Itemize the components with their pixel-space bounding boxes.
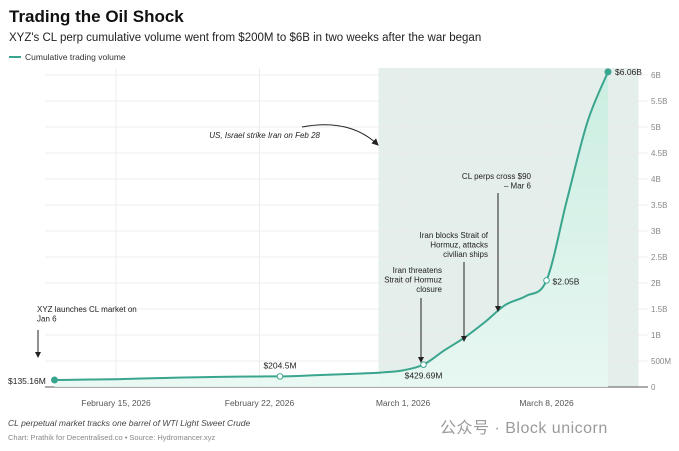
x-tick-label: March 8, 2026: [519, 398, 574, 408]
data-label-marker: [51, 376, 58, 384]
y-tick-label: 4.5B: [651, 149, 667, 158]
series-line: [54, 71, 609, 381]
y-tick-label: 3.5B: [651, 201, 667, 210]
annotation-text: CL perps cross $90: [462, 172, 532, 181]
annotation-text: Iran threatens: [393, 266, 442, 275]
legend: Cumulative trading volume: [9, 52, 126, 62]
legend-label: Cumulative trading volume: [25, 52, 126, 62]
annotation-arrowhead: [495, 306, 501, 312]
y-tick-label: 5.5B: [651, 97, 667, 106]
source-credit: Chart: Prathik for Decentralised.co • So…: [8, 433, 216, 442]
y-tick-label: 0: [651, 383, 656, 392]
annotation-text: closure: [416, 285, 442, 294]
data-label: $204.5M: [263, 360, 296, 370]
data-label: $2.05B: [553, 276, 580, 286]
y-tick-label: 2.5B: [651, 253, 667, 262]
series-area: [54, 71, 608, 387]
annotation-arrowhead: [35, 352, 41, 358]
data-label: $135.16M: [8, 376, 46, 386]
data-label-marker: [604, 68, 612, 76]
x-tick-label: February 22, 2026: [225, 398, 295, 408]
annotation-arrowhead: [461, 336, 467, 342]
annotation-text: Strait of Hormuz: [384, 276, 442, 285]
annotation-curved-arrow: [301, 124, 379, 146]
annotation-text: Jan 6: [37, 315, 57, 324]
annotation-text: US, Israel strike Iran on Feb 28: [209, 131, 320, 140]
y-tick-label: 1B: [651, 331, 661, 340]
annotation-arrowhead: [418, 357, 424, 363]
annotation-text: Iran blocks Strait of: [420, 231, 489, 240]
y-tick-label: 2B: [651, 279, 661, 288]
watermark: 公众号 · Block unicorn: [440, 420, 608, 437]
data-label-marker: [543, 277, 550, 284]
chart-subtitle: XYZ's CL perp cumulative volume went fro…: [9, 32, 482, 44]
annotation-text: XYZ launches CL market on: [37, 305, 137, 314]
chart-title: Trading the Oil Shock: [9, 7, 184, 26]
y-tick-label: 5B: [651, 123, 661, 132]
footnote: CL perpetual market tracks one barrel of…: [8, 418, 251, 428]
data-label-marker: [276, 373, 284, 380]
data-label-marker: [420, 361, 427, 368]
y-tick-label: 500M: [651, 357, 671, 366]
data-label: $429.69M: [405, 371, 443, 381]
x-tick-label: February 15, 2026: [81, 398, 151, 408]
y-tick-label: 6B: [651, 71, 661, 80]
annotation-text: civilian ships: [443, 250, 488, 259]
y-tick-label: 1.5B: [651, 305, 667, 314]
y-tick-label: 4B: [651, 175, 661, 184]
annotation-text: – Mar 6: [504, 182, 532, 191]
annotation-text: Hormuz, attacks: [430, 241, 488, 250]
y-tick-label: 3B: [651, 227, 661, 236]
data-label: $6.06B: [615, 67, 642, 77]
legend-swatch: [9, 56, 21, 58]
x-tick-label: March 1, 2026: [376, 398, 431, 408]
